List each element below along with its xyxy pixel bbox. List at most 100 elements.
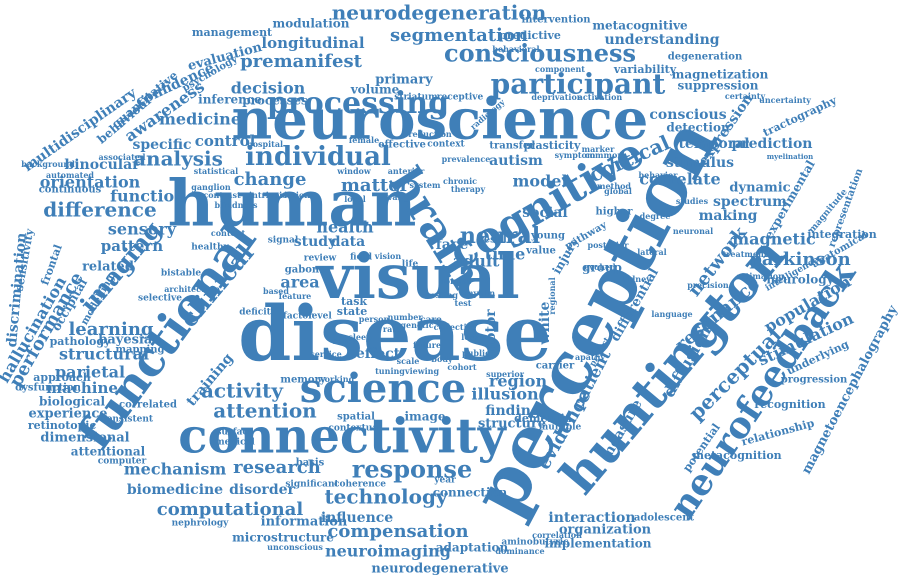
word-cloud-word: correlated [119, 400, 177, 411]
word-cloud-word: selective [138, 294, 182, 304]
word-cloud-word: white [537, 301, 553, 345]
word-cloud-word: test [455, 298, 472, 308]
word-cloud-word: organization [559, 523, 652, 538]
word-cloud-word: dysfunction [15, 383, 81, 394]
word-cloud-word: related [82, 260, 134, 275]
word-cloud-word: vision [374, 251, 402, 261]
word-cloud-word: person [359, 314, 390, 324]
word-cloud-word: multiple [539, 423, 582, 433]
word-cloud-word: disease [238, 289, 552, 378]
word-cloud-word: background [21, 159, 75, 169]
word-cloud-word: method [597, 181, 631, 191]
word-cloud-word: microstructure [232, 531, 334, 545]
word-cloud-word: number [388, 312, 424, 322]
word-cloud-word: content [211, 228, 246, 238]
word-cloud-word: signal [268, 236, 299, 246]
word-cloud-word: cohort [447, 362, 477, 372]
word-cloud-word: hospital [247, 139, 283, 149]
word-cloud-word: sleep [348, 332, 372, 342]
word-cloud-word: group [582, 261, 622, 275]
word-cloud-word: analysis [133, 147, 223, 171]
word-cloud-word: body [431, 354, 453, 364]
word-cloud-word: disorder [229, 482, 295, 498]
word-cloud-word: dementia [514, 412, 572, 425]
word-cloud-word: temporal [678, 136, 749, 152]
word-cloud-word: public [462, 348, 490, 358]
word-cloud-word: task [341, 295, 367, 308]
word-cloud-word: adolescent [634, 513, 695, 524]
word-cloud-word: pattern [101, 237, 164, 255]
word-cloud-word: area [280, 273, 319, 292]
word-cloud-word: medical [215, 438, 255, 448]
word-cloud-word: system [410, 180, 441, 190]
word-cloud-word: difference [43, 198, 156, 222]
word-cloud-word: kidney [621, 274, 651, 284]
word-cloud-word: technology [324, 485, 448, 509]
word-cloud-word: factor [283, 312, 313, 322]
word-cloud-word: suppression [677, 79, 758, 93]
word-cloud-word: modulation [273, 17, 350, 31]
word-cloud-word: stimulus [666, 155, 734, 171]
word-cloud-word: adaptation [436, 541, 509, 555]
word-cloud-word: attention [213, 399, 317, 423]
word-cloud-word: parkinson [749, 249, 850, 270]
word-cloud-word: spatial [337, 412, 375, 423]
word-cloud-word: recognition [754, 398, 825, 411]
word-cloud-word: structure [478, 417, 546, 432]
word-cloud-word: level [308, 312, 332, 322]
word-cloud-word: result [479, 235, 512, 246]
word-cloud-word: local [344, 194, 365, 204]
word-cloud-word: variability [613, 63, 677, 76]
word-cloud-word: marker [582, 144, 615, 154]
word-cloud-word: integration [807, 228, 876, 241]
word-cloud-word: dimensional [40, 431, 129, 446]
word-cloud-word: bayesian [98, 333, 162, 348]
word-cloud-word: plasticity [524, 139, 581, 152]
word-cloud-word: participant [491, 68, 666, 101]
word-cloud-word: loss [461, 332, 479, 342]
word-cloud-word: life [402, 260, 419, 270]
word-cloud-word: research [233, 457, 321, 478]
word-cloud-word: activity [201, 379, 284, 403]
word-cloud-word: global [604, 186, 632, 196]
word-cloud-word: response [352, 455, 472, 484]
word-cloud-word: studies [676, 196, 709, 206]
word-cloud-word: processes [242, 94, 308, 108]
word-cloud-word: myelin [465, 288, 495, 298]
word-cloud-word: detection [666, 121, 730, 135]
word-cloud-word: metacognitive [592, 19, 688, 33]
word-cloud-word: premanifest [240, 51, 362, 72]
word-cloud-word: posterior [587, 240, 629, 250]
word-cloud-word: onset [332, 336, 357, 346]
word-cloud-word: control [195, 132, 256, 150]
word-cloud-word: compensation [327, 521, 468, 542]
word-cloud-word: pathology [50, 335, 111, 348]
word-cloud-word: anterior [388, 166, 425, 176]
word-cloud-word: computer [98, 457, 147, 467]
word-cloud-word: consistent [101, 415, 154, 425]
word-cloud-word: medicine [159, 110, 241, 129]
word-cloud-word: illusion [471, 385, 539, 404]
word-cloud-word: neuroscience [232, 87, 649, 153]
word-cloud-word: continuous [39, 185, 102, 196]
word-cloud-word: processing [267, 86, 449, 121]
word-cloud-word: management [192, 26, 273, 39]
word-cloud-word: rate [383, 324, 401, 334]
word-cloud-word: consciousness [444, 39, 636, 68]
word-cloud-word: collective [434, 322, 477, 332]
word-cloud-word: genetic [400, 320, 433, 330]
word-cloud-word: common [585, 150, 623, 160]
word-cloud-word: spectrum [713, 194, 787, 210]
word-cloud-word: social [522, 205, 567, 221]
word-cloud-word: context [427, 140, 465, 150]
word-cloud-word: visual [314, 240, 519, 313]
word-cloud-word: effect [356, 346, 401, 362]
word-cloud-word: time [485, 245, 526, 264]
word-cloud-word: young [530, 231, 565, 242]
word-cloud-word: unconscious [267, 542, 323, 552]
word-cloud-word: longitudinal [261, 34, 364, 52]
word-cloud-word: motor [483, 309, 499, 357]
word-cloud-word: approach [33, 371, 90, 384]
word-cloud-word: resting [426, 290, 458, 300]
word-cloud-word: year [433, 476, 456, 486]
